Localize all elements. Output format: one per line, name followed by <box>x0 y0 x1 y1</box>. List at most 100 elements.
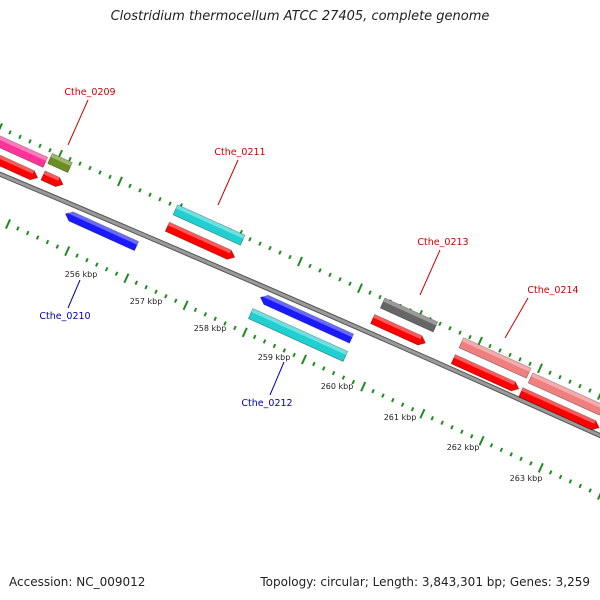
inner-minor-tick <box>519 456 523 462</box>
inner-minor-tick <box>460 429 464 435</box>
outer-minor-tick <box>78 161 82 166</box>
tick-label: 257 kbp <box>130 297 163 306</box>
inner-minor-tick <box>75 253 79 258</box>
inner-minor-tick <box>85 257 89 263</box>
map-title: Clostridium thermocellum ATCC 27405, com… <box>110 9 490 24</box>
inner-minor-tick <box>252 334 257 340</box>
inner-minor-tick <box>312 361 316 367</box>
gene-label-cthe_0210[interactable]: Cthe_0210 <box>39 311 90 322</box>
gene-label-cthe_0209[interactable]: Cthe_0209 <box>64 87 115 98</box>
outer-minor-tick <box>108 174 112 180</box>
tick-label: 261 kbp <box>384 413 417 422</box>
gene-arrow-cthe0212-a[interactable] <box>258 292 355 344</box>
outer-minor-tick <box>248 237 252 242</box>
inner-minor-tick <box>223 321 227 326</box>
inner-minor-tick <box>193 307 198 313</box>
gene-arrow-cthe0210[interactable] <box>63 209 140 252</box>
outer-minor-tick <box>68 156 72 162</box>
inner-minor-tick <box>104 266 109 272</box>
gene-box-cthe0209[interactable] <box>47 152 73 174</box>
accession-text: Accession: NC_009012 <box>9 575 146 589</box>
outer-minor-tick <box>278 250 282 255</box>
tick-label: 260 kbp <box>321 382 354 391</box>
inner-minor-tick <box>45 239 50 245</box>
inner-minor-tick <box>95 262 99 267</box>
inner-major-tick <box>241 327 248 338</box>
cds-arrow-cthe0211[interactable] <box>164 221 237 262</box>
tick-label: 256 kbp <box>65 270 98 279</box>
outer-minor-tick <box>158 196 162 202</box>
gene-label-cthe_0212[interactable]: Cthe_0212 <box>241 398 292 409</box>
outer-minor-tick <box>308 263 312 269</box>
outer-minor-tick <box>548 370 552 375</box>
cds-arrow-next[interactable] <box>518 387 600 433</box>
inner-minor-tick <box>371 388 375 394</box>
outer-minor-tick <box>448 326 452 331</box>
inner-minor-tick <box>331 370 336 376</box>
inner-minor-tick <box>489 443 494 448</box>
inner-minor-tick <box>164 294 168 299</box>
inner-minor-tick <box>321 366 326 371</box>
outer-minor-tick <box>458 330 462 335</box>
outer-minor-tick <box>88 165 92 171</box>
topology-text: Topology: circular; Length: 3,843,301 bp… <box>260 575 590 589</box>
gene-box-cthe0212[interactable] <box>247 308 349 362</box>
outer-minor-tick <box>378 294 382 300</box>
inner-minor-tick <box>282 348 287 353</box>
outer-minor-tick <box>498 348 502 353</box>
outer-minor-tick <box>518 357 522 362</box>
gene-label-cthe_0213[interactable]: Cthe_0213 <box>417 237 468 248</box>
inner-minor-tick <box>272 343 277 349</box>
outer-minor-tick <box>268 245 272 251</box>
inner-minor-tick <box>509 452 513 457</box>
outer-minor-tick <box>148 192 152 197</box>
outer-minor-tick <box>558 374 562 380</box>
cds-arrow-cthe0209[interactable] <box>40 170 65 189</box>
inner-major-tick <box>182 300 189 311</box>
inner-minor-tick <box>35 235 40 240</box>
inner-minor-tick <box>114 271 119 276</box>
outer-minor-tick <box>438 321 442 327</box>
callout-line <box>269 361 285 396</box>
inner-major-tick <box>537 462 544 473</box>
tick-label: 259 kbp <box>258 353 291 362</box>
inner-minor-tick <box>351 379 356 385</box>
outer-tick-ring <box>0 123 600 400</box>
cds-arrow-left-1[interactable] <box>0 151 40 183</box>
inner-major-tick <box>419 408 426 419</box>
callout-line <box>67 99 89 146</box>
gene-box-next[interactable] <box>527 372 600 416</box>
inner-minor-tick <box>55 244 60 249</box>
inner-minor-tick <box>341 375 346 380</box>
outer-major-tick <box>357 283 363 294</box>
inner-major-tick <box>64 246 71 257</box>
inner-minor-tick <box>233 325 237 331</box>
inner-minor-tick <box>499 447 504 453</box>
outer-minor-tick <box>508 352 512 358</box>
inner-minor-tick <box>440 420 444 425</box>
inner-minor-tick <box>391 397 395 403</box>
cds-arrow-cthe0214[interactable] <box>450 354 521 394</box>
inner-minor-tick <box>292 352 296 358</box>
outer-minor-tick <box>568 379 572 384</box>
gene-box-cthe0213[interactable] <box>379 297 439 333</box>
cds-arrow-cthe0213[interactable] <box>369 313 428 347</box>
inner-minor-tick <box>25 230 30 236</box>
gene-label-cthe_0211[interactable]: Cthe_0211 <box>214 147 265 158</box>
outer-minor-tick <box>28 139 32 144</box>
outer-minor-tick <box>48 148 52 153</box>
gene-box-cthe0211[interactable] <box>172 204 246 246</box>
inner-minor-tick <box>568 479 573 484</box>
genome-backbone <box>0 171 600 439</box>
outer-minor-tick <box>348 281 352 286</box>
gene-label-cthe_0214[interactable]: Cthe_0214 <box>527 285 578 296</box>
inner-minor-tick <box>381 393 385 398</box>
gene-box-magenta[interactable] <box>0 132 49 168</box>
inner-minor-tick <box>134 280 139 285</box>
outer-minor-tick <box>468 334 472 340</box>
inner-minor-tick <box>213 316 217 322</box>
outer-minor-tick <box>488 343 492 349</box>
gene-box-cthe0214[interactable] <box>458 337 532 379</box>
inner-minor-tick <box>558 474 563 480</box>
